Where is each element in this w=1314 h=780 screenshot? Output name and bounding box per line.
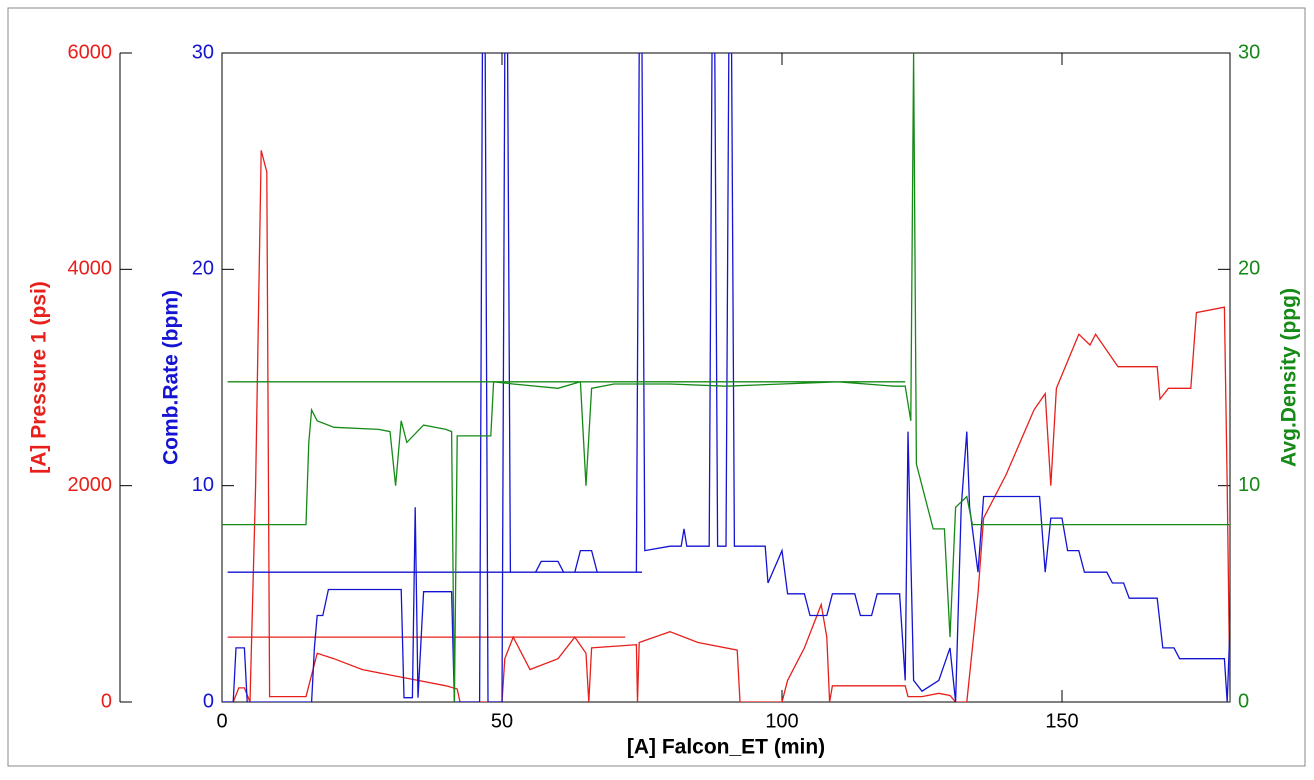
- y-tick-label: 6000: [68, 41, 113, 63]
- y-tick-label: 2000: [68, 474, 113, 496]
- y-axis-title: Avg.Density (ppg): [1278, 288, 1301, 467]
- y-tick-label: 0: [101, 690, 112, 712]
- x-tick-label: 50: [491, 710, 513, 732]
- series-line: [222, 150, 1230, 702]
- y-tick-label: 30: [1238, 41, 1260, 63]
- plot-frame: [221, 52, 1231, 703]
- y-tick-label: 4000: [68, 258, 113, 280]
- y-tick-label: 10: [1238, 474, 1260, 496]
- y-tick-label: 30: [192, 41, 214, 63]
- frame: [7, 7, 1306, 767]
- y-tick-label: 20: [1238, 258, 1260, 280]
- y-axis-title: [A] Pressure 1 (psi): [28, 281, 51, 474]
- x-axis-title: [A] Falcon_ET (min): [627, 736, 825, 759]
- x-tick-label: 0: [216, 710, 227, 732]
- series-line: [222, 53, 1230, 702]
- y-tick-label: 20: [192, 258, 214, 280]
- x-tick-label: 100: [765, 710, 798, 732]
- x-tick-label: 150: [1045, 710, 1078, 732]
- y-tick-label: 0: [203, 690, 214, 712]
- y-tick-label: 0: [1238, 690, 1249, 712]
- series-line: [222, 53, 1230, 702]
- y-tick-label: 10: [192, 474, 214, 496]
- y-axis-title: Comb.Rate (bpm): [160, 290, 183, 465]
